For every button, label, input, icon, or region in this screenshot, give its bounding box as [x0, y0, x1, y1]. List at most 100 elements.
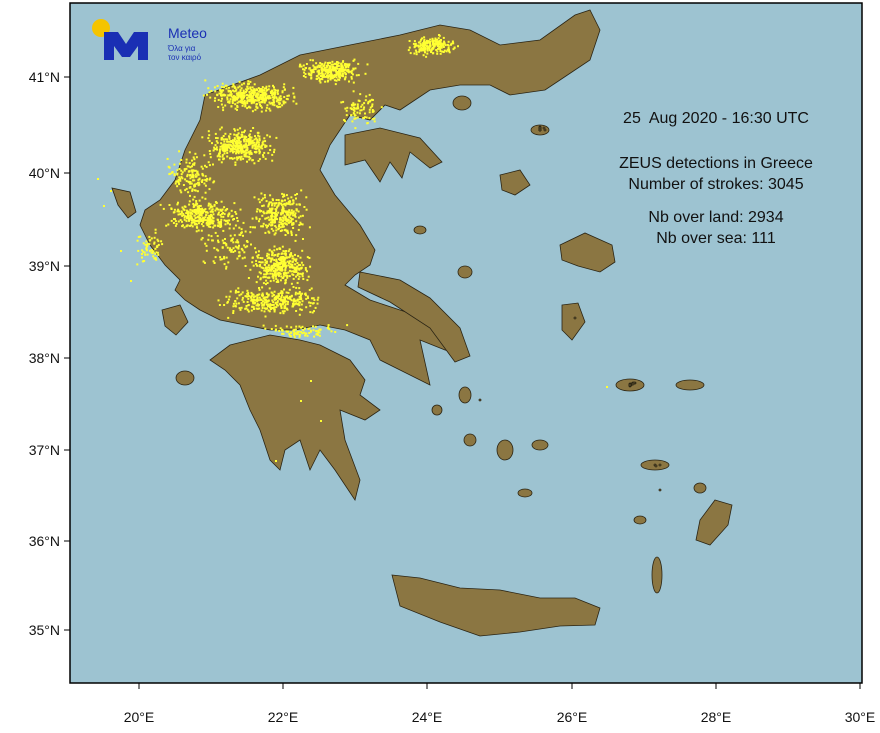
strike-point	[279, 272, 282, 275]
strike-point	[232, 251, 235, 253]
strike-point	[206, 220, 209, 223]
strike-point	[327, 326, 330, 329]
strike-point	[230, 148, 233, 151]
thasos	[452, 95, 472, 111]
strike-point	[210, 210, 213, 213]
strike-point	[141, 256, 143, 259]
strike-point	[249, 226, 252, 229]
strike-point	[182, 208, 185, 211]
strike-point	[275, 210, 278, 213]
strike-point	[263, 275, 266, 278]
strike-point	[298, 301, 301, 304]
strike-point	[186, 217, 188, 220]
strike-point	[251, 256, 254, 259]
strike-point	[293, 95, 296, 98]
strike-point	[254, 135, 256, 138]
strike-point	[340, 101, 343, 104]
strike-point	[293, 214, 296, 216]
strike-point	[260, 110, 263, 113]
strike-point	[295, 208, 298, 211]
strike-point	[167, 165, 170, 168]
strike-point	[247, 82, 250, 85]
strike-point	[252, 296, 255, 299]
strike-point	[274, 212, 277, 215]
strike-point	[312, 329, 315, 332]
strike-point	[237, 255, 240, 258]
strike-point	[191, 159, 193, 162]
strike-point	[265, 226, 268, 229]
strike-point	[228, 212, 231, 215]
strike-point	[292, 199, 295, 202]
strike-point	[192, 179, 194, 182]
strike-point	[243, 96, 245, 99]
islet	[543, 128, 547, 132]
strike-point	[176, 203, 179, 206]
strike-point	[194, 217, 197, 219]
strike-point	[307, 297, 309, 299]
strike-point	[228, 295, 231, 298]
strike-point	[448, 50, 451, 53]
strike-point	[269, 210, 271, 213]
strike-point	[279, 327, 282, 330]
strike-point	[257, 90, 260, 93]
strike-point	[227, 213, 230, 216]
strike-point	[235, 148, 238, 151]
strike-point	[183, 216, 186, 219]
strike-point	[222, 138, 225, 141]
strike-point	[286, 260, 289, 263]
strike-point	[279, 292, 282, 295]
strike-point	[220, 85, 223, 88]
strike-point	[194, 169, 197, 172]
strike-point	[192, 221, 195, 224]
strike-point	[155, 251, 158, 254]
strike-point	[280, 267, 283, 270]
strike-point	[331, 76, 334, 78]
strike-point	[275, 136, 278, 139]
strike-point	[290, 335, 293, 338]
strike-point	[257, 275, 259, 278]
strike-point	[321, 68, 324, 71]
strike-point	[318, 331, 321, 334]
strike-point	[260, 101, 263, 104]
strike-point	[249, 80, 252, 83]
strike-point	[177, 208, 180, 211]
strike-point	[226, 138, 228, 141]
strike-point	[303, 71, 306, 74]
strike-point	[230, 140, 233, 142]
logo-tagline-2: τον καιρό	[168, 53, 202, 62]
strike-point	[292, 92, 295, 95]
strike-point	[344, 62, 347, 65]
paros	[463, 433, 477, 447]
strike-point	[234, 161, 237, 164]
strike-point	[199, 216, 202, 219]
strike-point	[269, 221, 272, 224]
strike-point	[280, 199, 283, 202]
strike-point	[418, 50, 421, 53]
strike-point	[253, 151, 256, 153]
strike-point	[298, 292, 301, 295]
strike-point	[197, 222, 200, 225]
strike-point	[256, 145, 259, 148]
strike-point	[193, 219, 196, 222]
strike-point	[243, 99, 246, 102]
strike-point	[448, 51, 451, 54]
strike-point	[272, 100, 275, 103]
strike-point	[451, 40, 454, 43]
strike-point	[238, 156, 241, 158]
strike-point	[278, 103, 281, 105]
strike-point	[373, 120, 376, 123]
strike-point	[332, 63, 335, 66]
strike-point	[180, 191, 183, 194]
strike-point	[271, 96, 274, 99]
strike-point	[201, 173, 204, 176]
strike-point	[174, 224, 177, 227]
strike-point	[285, 97, 288, 100]
strike-point	[236, 147, 239, 150]
strike-point	[368, 111, 371, 114]
strike-point	[319, 72, 322, 75]
strike-point	[294, 215, 297, 218]
strike-point	[300, 223, 303, 226]
strike-point	[195, 230, 198, 233]
strike-point	[270, 210, 273, 213]
strike-point	[271, 94, 274, 97]
